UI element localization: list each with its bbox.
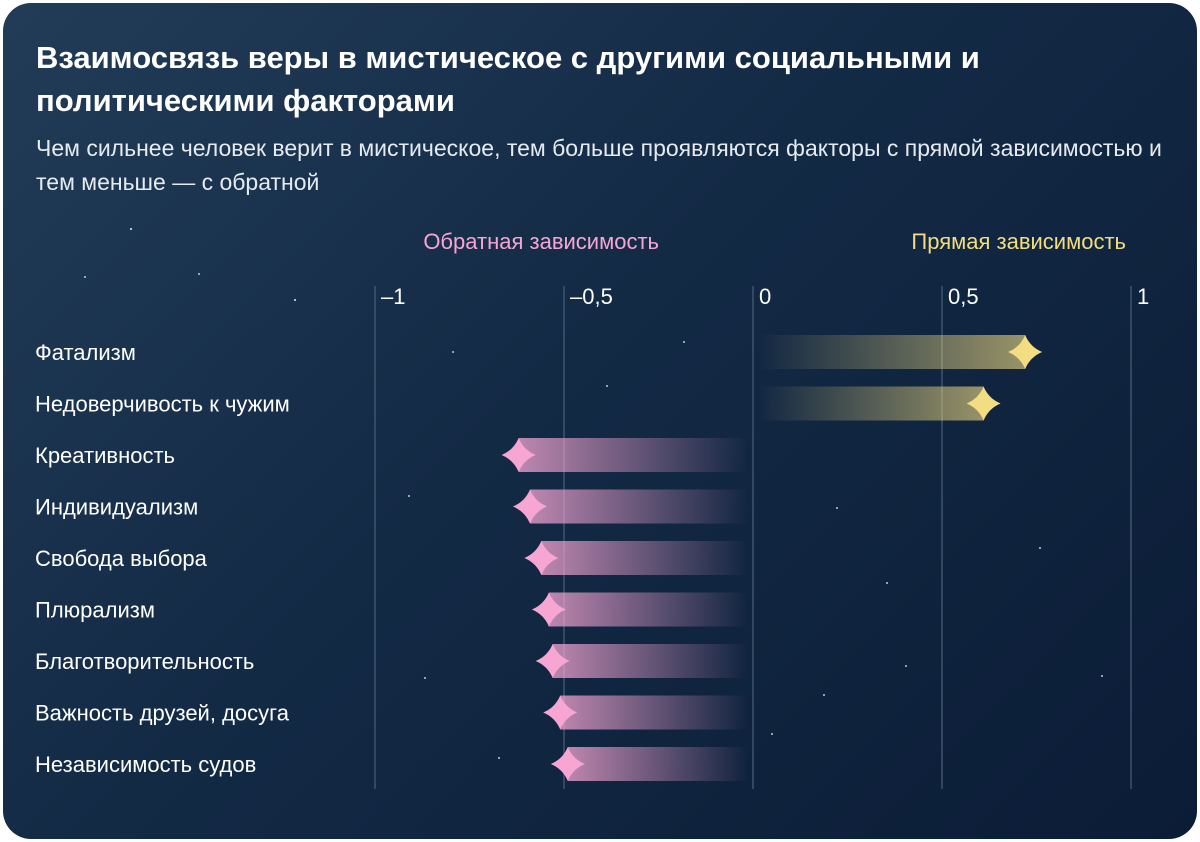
category-label: Независимость судов (35, 752, 256, 777)
category-label: Плюрализм (35, 598, 155, 623)
x-tick-label: –0,5 (570, 284, 613, 309)
chart-title: Взаимосвязь веры в мистическое с другими… (36, 40, 980, 118)
star-dot (452, 351, 454, 353)
negative-header: Обратная зависимость (423, 229, 659, 254)
star-dot (905, 665, 907, 667)
bar-chart: Обратная зависимость Прямая зависимость … (35, 227, 1149, 789)
star-dot (771, 733, 773, 735)
star-marker (524, 541, 559, 575)
star-marker (966, 386, 1001, 421)
bars (518, 335, 1026, 781)
star-marker (535, 644, 570, 678)
star-dot (129, 227, 133, 231)
star-marker (512, 489, 547, 524)
star-marker (501, 438, 536, 472)
star-dot (1101, 675, 1103, 677)
star-dot (424, 677, 426, 679)
category-labels: Фатализм Недоверчивость к чужим Креативнос… (35, 340, 290, 777)
x-tick-label: 0 (759, 284, 771, 309)
bar (541, 541, 748, 575)
star-dot (408, 495, 410, 497)
chart-card: Взаимосвязь веры в мистическое с другими… (3, 3, 1197, 839)
category-label: Фатализм (35, 340, 136, 365)
star-marker (1008, 335, 1043, 369)
star-markers (501, 335, 1043, 781)
star-dot (886, 582, 888, 584)
bar (552, 644, 748, 678)
star-dot (198, 273, 200, 275)
bar (529, 489, 748, 524)
bar (758, 386, 984, 421)
star-marker (531, 592, 566, 627)
star-dot (836, 507, 838, 509)
x-tick-labels: –1 –0,5 0 0,5 1 (381, 284, 1149, 309)
bar (548, 592, 748, 627)
positive-header: Прямая зависимость (911, 229, 1126, 254)
bar (518, 438, 748, 472)
bar (758, 335, 1026, 369)
star-dot (823, 694, 825, 696)
star-dot (84, 276, 86, 278)
x-tick-label: –1 (381, 284, 405, 309)
star-marker (550, 747, 585, 781)
category-label: Креативность (35, 443, 175, 468)
star-marker (543, 695, 578, 730)
background-stars (84, 227, 1103, 759)
star-dot (498, 757, 500, 759)
star-dot (1039, 547, 1041, 549)
x-tick-label: 1 (1137, 284, 1149, 309)
x-tick-label: 0,5 (948, 284, 979, 309)
star-dot (293, 298, 297, 302)
chart-subtitle: Чем сильнее человек верит в мистическое,… (36, 135, 1162, 195)
bar (560, 695, 748, 730)
star-dot (683, 341, 685, 343)
category-label: Благотворительность (35, 649, 254, 674)
category-label: Недоверчивость к чужим (35, 392, 290, 417)
bar (567, 747, 748, 781)
star-dot (606, 385, 608, 387)
category-label: Индивидуализм (35, 495, 198, 520)
category-label: Важность друзей, досуга (35, 701, 290, 726)
category-label: Свобода выбора (35, 546, 208, 571)
